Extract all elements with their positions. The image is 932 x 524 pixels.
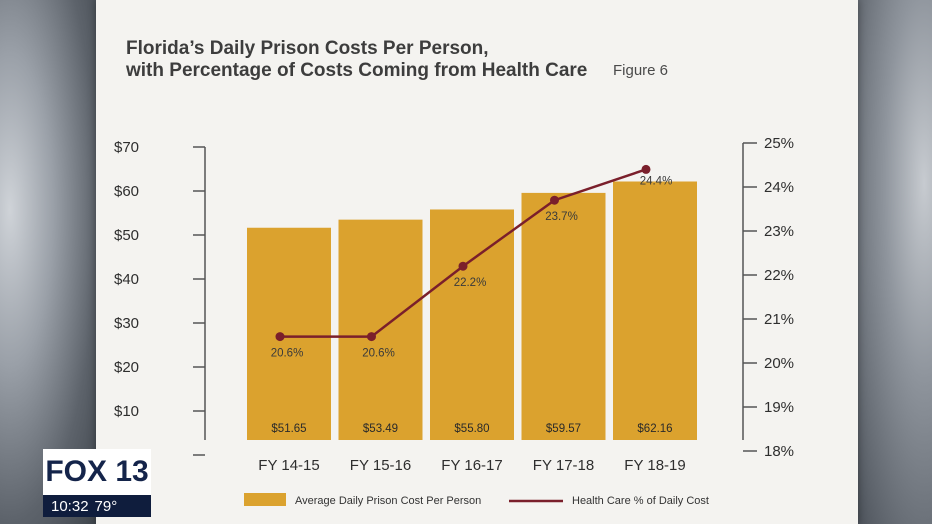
right-tick-label: 25% xyxy=(764,135,794,152)
combo-chart: Florida’s Daily Prison Costs Per Person,… xyxy=(114,38,794,507)
left-tick-label: $50 xyxy=(114,227,139,244)
legend-bar-swatch xyxy=(244,493,286,506)
right-tick-label: 21% xyxy=(764,311,794,328)
chart-title-line1: Florida’s Daily Prison Costs Per Person, xyxy=(126,38,489,59)
line-point xyxy=(641,164,651,174)
left-tick-label: $60 xyxy=(114,183,139,200)
right-tick-label: 19% xyxy=(764,399,794,416)
legend-bar-label: Average Daily Prison Cost Per Person xyxy=(295,495,481,507)
line-point xyxy=(275,332,285,342)
category-label: FY 16-17 xyxy=(441,457,502,474)
line-value-label: 22.2% xyxy=(454,277,487,289)
left-tick-label: $70 xyxy=(114,139,139,156)
bar xyxy=(613,181,697,440)
line-value-label: 23.7% xyxy=(545,211,578,223)
bar xyxy=(521,192,606,440)
bars-group: $51.65 $53.49 $55.80 $59.57 $62.16 xyxy=(247,181,697,440)
line-point xyxy=(367,332,376,342)
category-label: FY 14-15 xyxy=(258,457,319,474)
line-point xyxy=(550,195,559,205)
line-series-group: 20.6% 20.6% 22.2% 23.7% 24.4% xyxy=(271,164,673,360)
chart-page: Florida’s Daily Prison Costs Per Person,… xyxy=(96,0,858,524)
legend-line-label: Health Care % of Daily Cost xyxy=(572,495,709,507)
channel-logo-text: FOX 13 xyxy=(45,455,149,488)
category-labels: FY 14-15 FY 15-16 FY 16-17 FY 17-18 FY 18-19 xyxy=(258,457,685,474)
bar-value-label: $59.57 xyxy=(546,423,581,435)
right-tick-label: 23% xyxy=(764,223,794,240)
right-tick-label: 20% xyxy=(764,355,794,372)
bar-value-label: $51.65 xyxy=(271,423,306,435)
clock-time: 10:32 xyxy=(51,497,89,515)
channel-logo: FOX 13 xyxy=(43,449,151,495)
bar-value-label: $55.80 xyxy=(454,423,489,435)
figure-label: Figure 6 xyxy=(613,62,668,79)
line-value-label: 24.4% xyxy=(640,175,673,187)
bar xyxy=(247,227,331,440)
background-left xyxy=(0,0,98,524)
left-tick-label: $20 xyxy=(114,359,139,376)
line-value-label: 20.6% xyxy=(271,348,304,360)
bar xyxy=(430,209,514,440)
legend: Average Daily Prison Cost Per Person Hea… xyxy=(244,493,709,507)
bar-value-label: $53.49 xyxy=(363,423,398,435)
background-right xyxy=(854,0,932,524)
time-temperature-bar: 10:32 79° xyxy=(43,495,151,517)
category-label: FY 17-18 xyxy=(533,457,594,474)
temperature: 79° xyxy=(94,497,118,515)
category-label: FY 15-16 xyxy=(350,457,411,474)
right-tick-label: 24% xyxy=(764,179,794,196)
right-tick-label: 22% xyxy=(764,267,794,284)
left-tick-label: $30 xyxy=(114,315,139,332)
left-tick-label: $40 xyxy=(114,271,139,288)
bar-value-label: $62.16 xyxy=(637,423,672,435)
line-point xyxy=(458,261,468,271)
category-label: FY 18-19 xyxy=(624,457,685,474)
chart-title-line2: with Percentage of Costs Coming from Hea… xyxy=(125,60,587,81)
line-value-label: 20.6% xyxy=(362,348,395,360)
right-tick-label: 18% xyxy=(764,443,794,460)
left-tick-label: $10 xyxy=(114,403,139,420)
axes: $0$10$20$30$40$50$60$7018%19%20%21%22%23… xyxy=(114,135,794,464)
